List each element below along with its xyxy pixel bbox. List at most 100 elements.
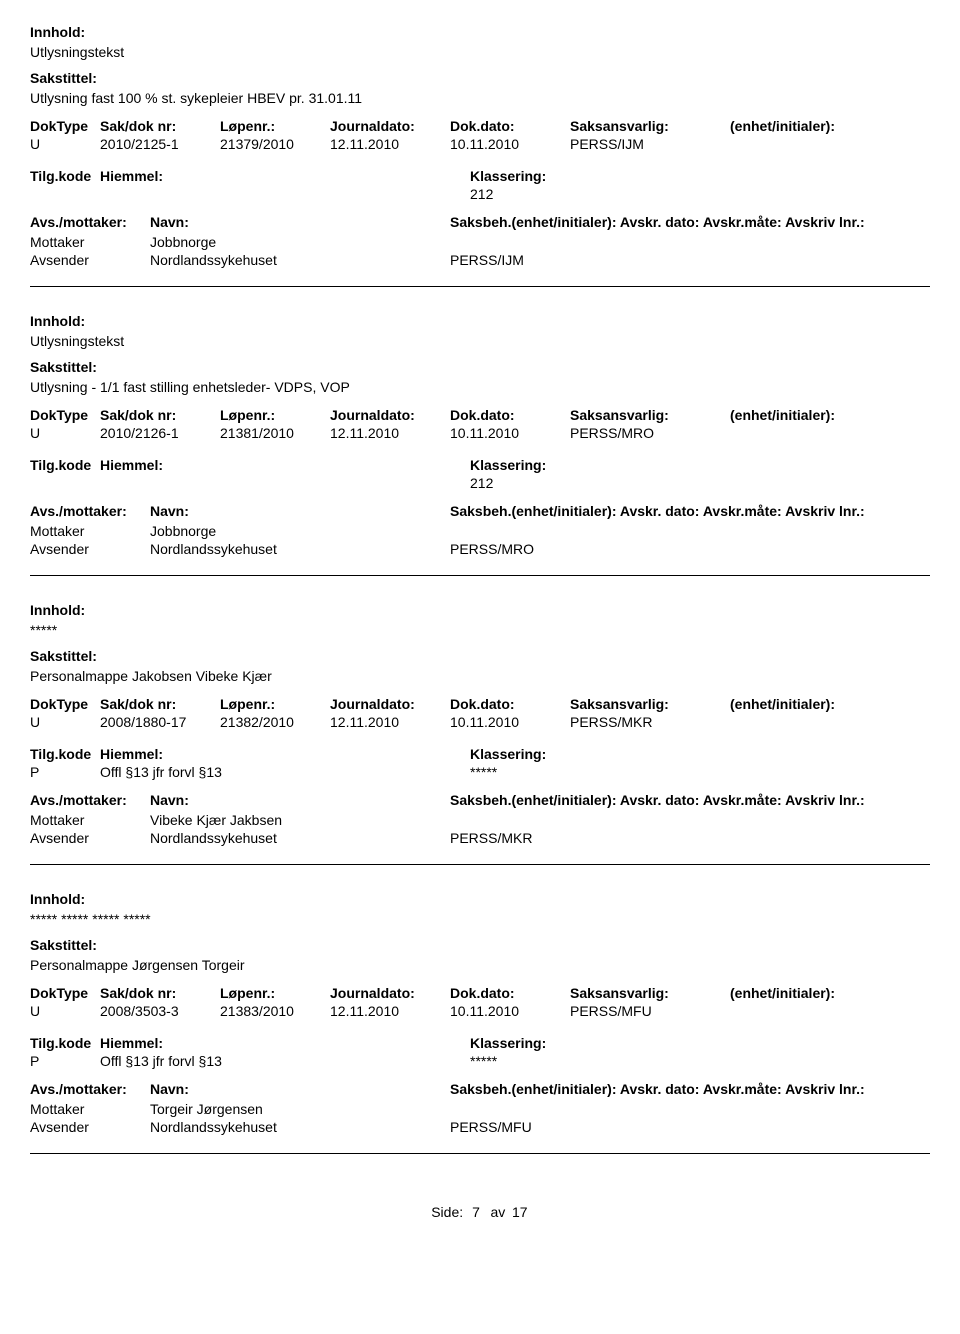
saksansvarlig-label: Saksansvarlig: bbox=[570, 407, 730, 423]
klassering-label: Klassering: bbox=[470, 168, 750, 184]
party-role: Mottaker bbox=[30, 812, 150, 828]
party-row: Avsender Nordlandssykehuset PERSS/MRO bbox=[30, 541, 930, 557]
party-row: Avsender Nordlandssykehuset PERSS/MFU bbox=[30, 1119, 930, 1135]
dokdato-label: Dok.dato: bbox=[450, 407, 570, 423]
party-row: Mottaker Torgeir Jørgensen bbox=[30, 1101, 930, 1117]
sakdok-value: 2008/1880-17 bbox=[100, 714, 220, 730]
enhet-value bbox=[730, 425, 890, 441]
party-unit bbox=[450, 1101, 650, 1117]
innhold-label: Innhold: bbox=[30, 313, 930, 329]
meta-values-row: U 2008/3503-3 21383/2010 12.11.2010 10.1… bbox=[30, 1003, 930, 1019]
tilgkode-value bbox=[30, 475, 100, 491]
klassering-label: Klassering: bbox=[470, 457, 750, 473]
party-unit bbox=[450, 812, 650, 828]
party-role: Mottaker bbox=[30, 1101, 150, 1117]
party-name: Nordlandssykehuset bbox=[150, 541, 450, 557]
tilg-values-row: P Offl §13 jfr forvl §13 ***** bbox=[30, 764, 930, 780]
lopenr-label: Løpenr.: bbox=[220, 118, 330, 134]
enhet-label: (enhet/initialer): bbox=[730, 118, 890, 134]
side-prefix: Side: bbox=[431, 1204, 463, 1220]
party-role: Avsender bbox=[30, 830, 150, 846]
party-name: Vibeke Kjær Jakbsen bbox=[150, 812, 450, 828]
sakstittel-value: Personalmappe Jørgensen Torgeir bbox=[30, 957, 930, 973]
dokdato-value: 10.11.2010 bbox=[450, 136, 570, 152]
doktype-value: U bbox=[30, 425, 100, 441]
lopenr-value: 21383/2010 bbox=[220, 1003, 330, 1019]
doktype-value: U bbox=[30, 136, 100, 152]
journaldato-value: 12.11.2010 bbox=[330, 714, 450, 730]
tilgkode-value bbox=[30, 186, 100, 202]
doktype-label: DokType bbox=[30, 985, 100, 1001]
avs-header-row: Avs./mottaker: Navn: Saksbeh.(enhet/init… bbox=[30, 1081, 930, 1097]
tilgkode-label: Tilg.kode bbox=[30, 746, 100, 762]
party-role: Avsender bbox=[30, 252, 150, 268]
avsmottaker-label: Avs./mottaker: bbox=[30, 503, 150, 519]
innhold-value: Utlysningstekst bbox=[30, 333, 930, 349]
entry-divider bbox=[30, 864, 930, 865]
entry-divider bbox=[30, 575, 930, 576]
saksbeh-label: Saksbeh.(enhet/initialer): Avskr. dato: … bbox=[450, 792, 930, 808]
party-row: Avsender Nordlandssykehuset PERSS/MKR bbox=[30, 830, 930, 846]
navn-label: Navn: bbox=[150, 214, 450, 230]
meta-header-row: DokType Sak/dok nr: Løpenr.: Journaldato… bbox=[30, 407, 930, 423]
avsmottaker-label: Avs./mottaker: bbox=[30, 792, 150, 808]
dokdato-label: Dok.dato: bbox=[450, 696, 570, 712]
saksansvarlig-value: PERSS/MFU bbox=[570, 1003, 730, 1019]
sakstittel-value: Utlysning - 1/1 fast stilling enhetslede… bbox=[30, 379, 930, 395]
dokdato-label: Dok.dato: bbox=[450, 118, 570, 134]
navn-label: Navn: bbox=[150, 503, 450, 519]
party-name: Jobbnorge bbox=[150, 234, 450, 250]
innhold-label: Innhold: bbox=[30, 891, 930, 907]
sakdok-label: Sak/dok nr: bbox=[100, 118, 220, 134]
klassering-value: ***** bbox=[470, 764, 750, 780]
avs-header-row: Avs./mottaker: Navn: Saksbeh.(enhet/init… bbox=[30, 214, 930, 230]
page-number: 7 bbox=[467, 1204, 485, 1220]
party-unit: PERSS/MRO bbox=[450, 541, 650, 557]
klassering-value: 212 bbox=[470, 475, 750, 491]
saksansvarlig-value: PERSS/IJM bbox=[570, 136, 730, 152]
enhet-value bbox=[730, 136, 890, 152]
saksansvarlig-label: Saksansvarlig: bbox=[570, 696, 730, 712]
party-name: Torgeir Jørgensen bbox=[150, 1101, 450, 1117]
sakdok-value: 2010/2126-1 bbox=[100, 425, 220, 441]
sakdok-label: Sak/dok nr: bbox=[100, 696, 220, 712]
enhet-label: (enhet/initialer): bbox=[730, 407, 890, 423]
tilg-values-row: 212 bbox=[30, 475, 930, 491]
innhold-value: ***** ***** ***** ***** bbox=[30, 911, 930, 927]
tilg-header-row: Tilg.kode Hiemmel: Klassering: bbox=[30, 457, 930, 473]
saksansvarlig-value: PERSS/MKR bbox=[570, 714, 730, 730]
sakstittel-value: Personalmappe Jakobsen Vibeke Kjær bbox=[30, 668, 930, 684]
party-row: Mottaker Jobbnorge bbox=[30, 523, 930, 539]
sakdok-label: Sak/dok nr: bbox=[100, 407, 220, 423]
tilgkode-value: P bbox=[30, 1053, 100, 1069]
journal-entry: Innhold: Utlysningstekst Sakstittel: Utl… bbox=[30, 313, 930, 557]
saksansvarlig-label: Saksansvarlig: bbox=[570, 985, 730, 1001]
lopenr-label: Løpenr.: bbox=[220, 696, 330, 712]
enhet-label: (enhet/initialer): bbox=[730, 696, 890, 712]
lopenr-value: 21382/2010 bbox=[220, 714, 330, 730]
journaldato-label: Journaldato: bbox=[330, 696, 450, 712]
party-role: Mottaker bbox=[30, 523, 150, 539]
lopenr-label: Løpenr.: bbox=[220, 985, 330, 1001]
avs-header-row: Avs./mottaker: Navn: Saksbeh.(enhet/init… bbox=[30, 503, 930, 519]
innhold-label: Innhold: bbox=[30, 24, 930, 40]
doktype-label: DokType bbox=[30, 407, 100, 423]
party-unit bbox=[450, 523, 650, 539]
sakstittel-label: Sakstittel: bbox=[30, 937, 930, 953]
tilgkode-value: P bbox=[30, 764, 100, 780]
party-unit bbox=[450, 234, 650, 250]
page-footer: Side: 7 av 17 bbox=[30, 1204, 930, 1220]
saksbeh-label: Saksbeh.(enhet/initialer): Avskr. dato: … bbox=[450, 1081, 930, 1097]
avs-header-row: Avs./mottaker: Navn: Saksbeh.(enhet/init… bbox=[30, 792, 930, 808]
avsmottaker-label: Avs./mottaker: bbox=[30, 214, 150, 230]
hiemmel-label: Hiemmel: bbox=[100, 1035, 470, 1051]
sakstittel-label: Sakstittel: bbox=[30, 648, 930, 664]
hiemmel-value: Offl §13 jfr forvl §13 bbox=[100, 764, 470, 780]
hiemmel-label: Hiemmel: bbox=[100, 746, 470, 762]
sakdok-value: 2008/3503-3 bbox=[100, 1003, 220, 1019]
party-name: Jobbnorge bbox=[150, 523, 450, 539]
meta-header-row: DokType Sak/dok nr: Løpenr.: Journaldato… bbox=[30, 118, 930, 134]
saksbeh-label: Saksbeh.(enhet/initialer): Avskr. dato: … bbox=[450, 503, 930, 519]
party-role: Avsender bbox=[30, 541, 150, 557]
dokdato-value: 10.11.2010 bbox=[450, 1003, 570, 1019]
